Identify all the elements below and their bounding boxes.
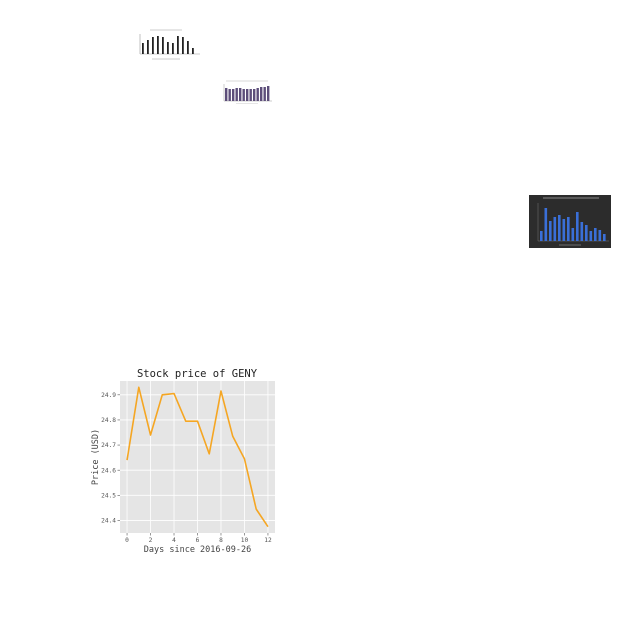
thumb-3-bar <box>549 221 552 241</box>
thumb-3-bar <box>585 225 588 241</box>
thumb-3-bar <box>544 208 548 241</box>
x-tick-label: 0 <box>125 537 129 544</box>
grid-lines <box>120 381 275 533</box>
x-tick-label: 4 <box>172 537 176 544</box>
x-tick-label: 10 <box>241 537 249 544</box>
y-tick-label: 24.7 <box>101 442 116 449</box>
thumb-2-bar <box>232 89 235 101</box>
x-tick-label: 8 <box>219 537 223 544</box>
thumb-1-bar <box>182 37 184 54</box>
y-axis-ticks: 24.4 24.5 24.6 24.7 24.8 24.9 <box>101 392 120 525</box>
y-tick-label: 24.6 <box>101 467 116 474</box>
x-tick-label: 12 <box>264 537 272 544</box>
chart-title: Stock price of GENY <box>137 368 258 380</box>
thumb-2-bar <box>253 89 256 101</box>
thumb-3-bar <box>567 217 570 241</box>
thumb-2-bar <box>260 87 263 101</box>
thumb-2-bar <box>246 89 249 101</box>
series-line <box>126 386 269 528</box>
thumb-2-bar <box>263 87 266 101</box>
y-tick-label: 24.9 <box>101 392 116 399</box>
thumb-1-bar <box>192 48 194 54</box>
thumb-2-bar <box>256 88 259 101</box>
stock-price-line-chart: Stock price of GENY 0 2 4 6 8 10 12 24.424.524… <box>91 368 275 555</box>
thumb-3-bar <box>594 228 597 241</box>
thumb-1-bar <box>177 36 179 54</box>
x-tick-label: 6 <box>196 537 200 544</box>
thumb-2-bar <box>235 88 238 101</box>
thumb-3-bar <box>571 228 575 241</box>
thumb-1-bar <box>172 43 174 54</box>
thumb-3-bar <box>553 217 557 241</box>
thumb-2-bar <box>239 88 242 101</box>
thumb-3-bar <box>558 215 561 241</box>
thumb-2-bar <box>228 89 231 101</box>
thumb-3-bar <box>540 231 543 241</box>
thumbnail-bar-chart-1 <box>130 28 202 64</box>
thumb-1-bar <box>157 36 159 54</box>
x-tick-label: 2 <box>149 537 153 544</box>
thumb-2-bar <box>267 86 270 101</box>
thumb-1-bar <box>167 42 169 54</box>
thumb-3-bar <box>598 230 602 241</box>
y-tick-label: 24.5 <box>101 492 116 499</box>
thumb-3-bar <box>603 234 606 241</box>
thumb-3-bar <box>589 231 593 241</box>
y-tick-label: 24.4 <box>101 518 116 525</box>
x-axis-label: Days since 2016-09-26 <box>144 545 251 555</box>
thumb-3-bar <box>576 212 579 241</box>
thumb-1-bar <box>162 37 164 54</box>
thumb-1-bar <box>152 37 154 54</box>
thumbnail-dark-bar-chart <box>529 195 611 248</box>
thumb-1-bar <box>142 43 144 54</box>
y-tick-label: 24.8 <box>101 417 116 424</box>
thumb-2-bar <box>249 89 252 101</box>
thumb-1-bar <box>187 41 189 54</box>
y-axis-label: Price (USD) <box>91 429 101 485</box>
x-axis-ticks: 0 2 4 6 8 10 12 <box>125 533 272 544</box>
thumb-1-bar <box>147 40 149 54</box>
thumb-3-bar <box>562 219 566 241</box>
thumb-2-bar <box>242 89 245 101</box>
thumbnail-bar-chart-2 <box>218 79 274 105</box>
thumb-3-bar <box>580 222 584 241</box>
thumb-2-bar <box>225 88 228 101</box>
